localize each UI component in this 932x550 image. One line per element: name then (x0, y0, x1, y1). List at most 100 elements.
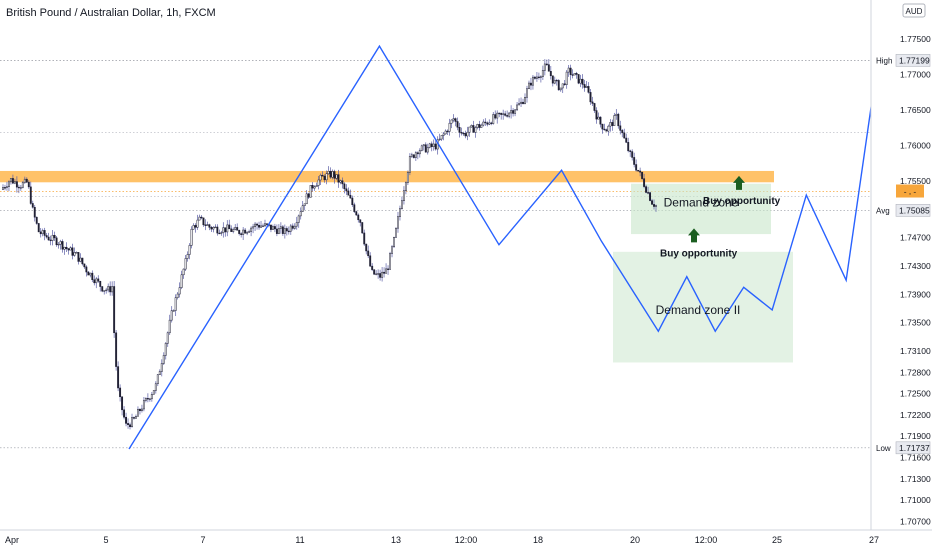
candle-body (329, 170, 332, 178)
x-tick-label: 5 (103, 535, 108, 545)
candle-body (595, 110, 598, 120)
candle-body (166, 332, 169, 344)
candle-body (204, 224, 207, 226)
candle-body (359, 219, 362, 223)
candle-body (162, 355, 165, 364)
candle-body (537, 76, 540, 78)
currency-badge[interactable] (902, 3, 926, 18)
x-tick-label: 12:00 (455, 535, 478, 545)
candle-body (351, 197, 354, 205)
candle-body (583, 84, 586, 88)
candle-body (504, 113, 507, 116)
candle-body (406, 171, 409, 183)
candle-body (404, 182, 407, 191)
candle-body (458, 126, 461, 133)
candle-body (506, 115, 509, 117)
y-tick-label: 1.71300 (900, 474, 931, 484)
candle-body (31, 203, 34, 208)
candle-body (611, 122, 614, 126)
demand-zone-label-2: Demand zone II (656, 303, 741, 317)
candle-body (401, 200, 403, 209)
candle-body (655, 205, 657, 207)
candle-body (385, 268, 388, 274)
marker-tag-avg: Avg (876, 206, 890, 215)
candle-body (571, 74, 574, 76)
candle-body (446, 130, 449, 133)
candle-body (575, 73, 578, 75)
candle-body (605, 129, 608, 132)
candle-body (399, 208, 401, 217)
x-tick-label: 25 (772, 535, 782, 545)
marker-value-box (895, 204, 931, 217)
candle-body (69, 247, 72, 251)
candle-body (490, 122, 493, 124)
candle-body (206, 224, 209, 226)
candle-body (49, 239, 52, 242)
candle-body (220, 232, 223, 234)
candle-body (309, 185, 312, 198)
candle-body (283, 228, 286, 234)
y-tick-label: 1.71000 (900, 495, 931, 505)
candle-body (341, 180, 344, 185)
candle-body (377, 273, 380, 275)
y-tick-label: 1.72200 (900, 410, 931, 420)
candle-body (633, 157, 636, 165)
candle-body (349, 194, 352, 199)
candle-body (563, 83, 566, 85)
candle-body (242, 229, 245, 235)
candle-body (454, 118, 457, 122)
y-tick-label: 1.77000 (900, 69, 931, 79)
candle-body (144, 398, 147, 401)
candle-body (587, 86, 590, 93)
candle-body (299, 211, 302, 217)
candle-body (208, 224, 211, 228)
candle-body (168, 319, 171, 334)
candle-body (440, 135, 443, 140)
candle-body (379, 273, 382, 278)
candle-body (148, 398, 151, 400)
candle-body (29, 186, 32, 204)
candle-body (539, 76, 542, 78)
buy-arrow-2 (688, 228, 700, 243)
buy-opportunity-label-2: Buy opportunity (660, 248, 738, 259)
candle-body (152, 390, 155, 395)
candle-body (528, 82, 530, 89)
candle-body (402, 190, 405, 201)
candle-body (164, 343, 167, 356)
candle-body (81, 257, 84, 265)
candle-body (228, 224, 231, 230)
chart-title: British Pound / Australian Dollar, 1h, F… (6, 7, 216, 19)
candle-body (103, 290, 106, 292)
candle-body (649, 192, 651, 201)
candle-body (651, 200, 653, 205)
candle-body (533, 76, 536, 79)
y-tick-label: 1.76000 (900, 140, 931, 150)
candle-body (645, 186, 648, 193)
candle-body (176, 293, 179, 298)
candle-body (381, 271, 384, 278)
candle-body (13, 181, 16, 184)
candle-body (212, 227, 215, 230)
candle-body (412, 154, 415, 158)
candle-body (395, 227, 397, 238)
candle-body (107, 286, 110, 291)
candle-body (154, 383, 157, 391)
candle-body (252, 226, 255, 229)
candle-body (226, 224, 229, 233)
candle-body (456, 121, 459, 128)
candle-body (21, 182, 24, 188)
candle-body (361, 222, 364, 234)
time-axis[interactable]: Apr 5 7 11 13 12:00 18 20 12:00 25 27 (0, 529, 932, 550)
candle-body (23, 178, 26, 183)
candle-body (271, 226, 274, 230)
annotation-layer: Demand zone Demand zone II Buy opportunity… (656, 175, 781, 317)
y-tick-label: 1.72500 (900, 389, 931, 399)
y-tick-label: 1.71600 (900, 453, 931, 463)
price-axis[interactable]: AUD 1.77500 1.77000 1.76500 1.76000 1.75500 1… (870, 0, 932, 530)
candle-body (488, 122, 491, 125)
candle-body (180, 274, 183, 288)
y-tick-label: 1.73500 (900, 318, 931, 328)
candle-body (339, 180, 342, 183)
